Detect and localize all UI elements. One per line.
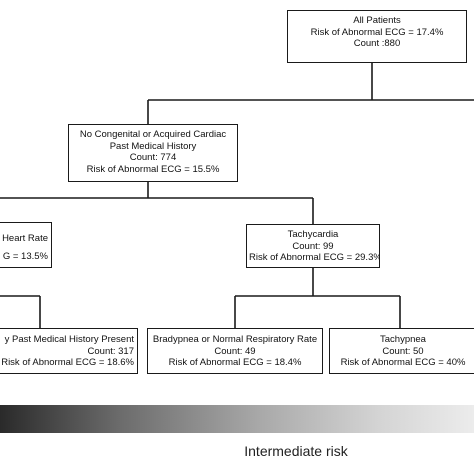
node-all-patients: All Patients Risk of Abnormal ECG = 17.4… xyxy=(287,10,467,63)
node-tachycardia-line-3: Risk of Abnormal ECG = 29.3% xyxy=(249,252,380,263)
node-tachypnea-line-3: Risk of Abnormal ECG = 40% xyxy=(340,357,466,368)
node-no-cardiac-line-3: Count: 774 xyxy=(129,152,177,163)
node-tachypnea-line-2: Count: 50 xyxy=(382,345,424,357)
node-all-patients-line-3: Count :880 xyxy=(353,38,401,49)
node-no-cardiac-line-4: Risk of Abnormal ECG = 15.5% xyxy=(86,163,220,175)
node-heart-rate-line-1: Heart Rate xyxy=(2,233,48,244)
node-tachypnea-line-1: Tachypnea xyxy=(380,334,426,345)
node-normal-heart-rate: Heart Rate G = 13.5% xyxy=(0,222,52,268)
node-history-present-line-1: y Past Medical History Present xyxy=(4,334,134,345)
node-history-present: y Past Medical History Present Count: 31… xyxy=(0,328,138,374)
node-bradypnea-line-1: Bradypnea or Normal Respiratory Rate xyxy=(152,334,318,345)
node-history-present-line-2: Count: 317 xyxy=(87,345,134,357)
node-bradypnea-line-3: Risk of Abnormal ECG = 18.4% xyxy=(168,357,302,368)
node-history-present-line-3: Risk of Abnormal ECG = 18.6% xyxy=(1,357,134,368)
node-bradypnea-line-2: Count: 49 xyxy=(214,345,256,357)
node-all-patients-line-2: Risk of Abnormal ECG = 17.4% xyxy=(310,26,444,38)
node-tachypnea: Tachypnea Count: 50 Risk of Abnormal ECG… xyxy=(329,328,474,374)
node-no-cardiac-line-2: Past Medical History xyxy=(109,140,197,152)
risk-label: Intermediate risk xyxy=(244,443,348,459)
risk-gradient-bar xyxy=(0,405,474,433)
node-no-cardiac-line-1: No Congenital or Acquired Cardiac xyxy=(79,129,227,140)
node-tachycardia-line-2: Count: 99 xyxy=(292,240,334,252)
node-no-cardiac-history: No Congenital or Acquired Cardiac Past M… xyxy=(68,124,238,182)
node-bradypnea: Bradypnea or Normal Respiratory Rate Cou… xyxy=(147,328,323,374)
node-all-patients-line-1: All Patients xyxy=(353,15,401,26)
node-tachycardia-line-1: Tachycardia xyxy=(287,229,339,240)
node-tachycardia: Tachycardia Count: 99 Risk of Abnormal E… xyxy=(246,224,380,268)
node-heart-rate-line-2: G = 13.5% xyxy=(2,250,48,262)
